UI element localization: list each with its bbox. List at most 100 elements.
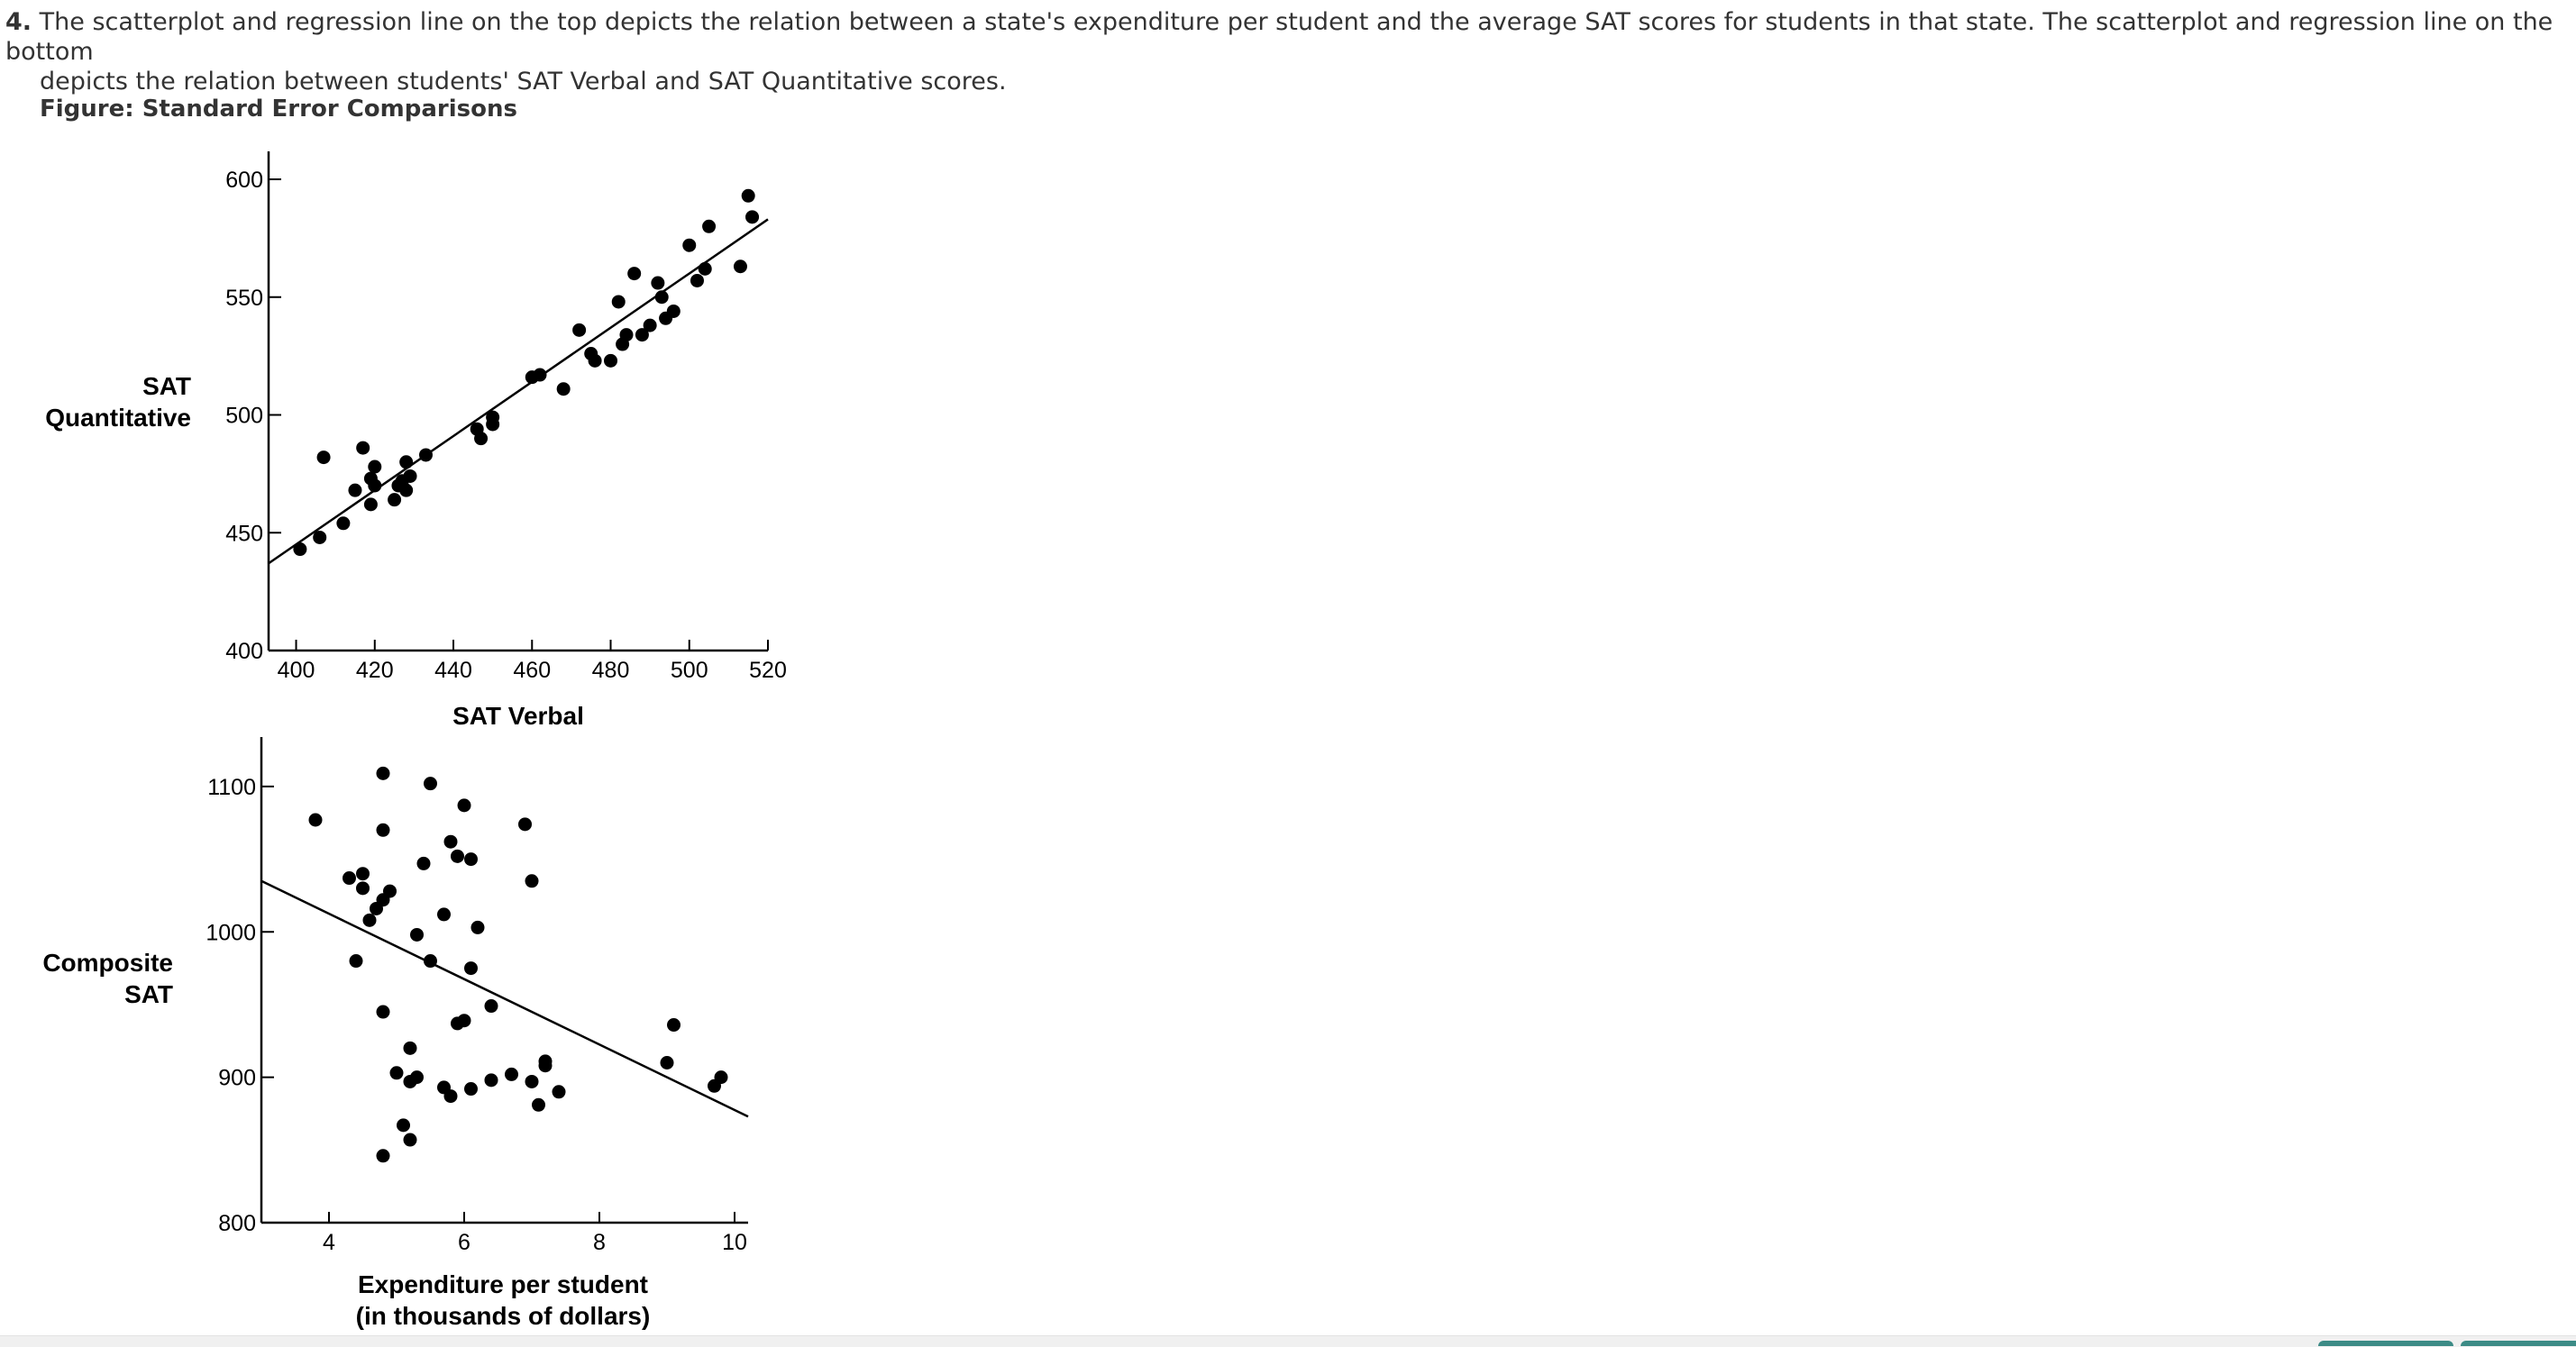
data-point: [349, 954, 363, 969]
data-point: [403, 1133, 417, 1147]
data-point: [666, 304, 681, 318]
regression-line: [260, 879, 749, 1118]
data-point: [604, 353, 618, 368]
data-point: [424, 777, 437, 791]
x-axis-label: Expenditure per student: [358, 1270, 648, 1298]
data-point: [356, 867, 370, 881]
data-point: [643, 318, 657, 332]
data-point: [538, 1059, 553, 1073]
data-point: [525, 1074, 539, 1088]
data-point: [313, 530, 327, 544]
y-tick-label: 600: [225, 168, 263, 193]
data-point: [714, 1070, 728, 1085]
data-point: [682, 238, 697, 252]
data-point: [410, 927, 424, 942]
data-point: [388, 493, 402, 507]
y-axis-label: Quantitative: [45, 404, 191, 432]
data-point: [651, 276, 665, 290]
data-point: [362, 913, 377, 927]
data-point: [464, 852, 478, 867]
data-point: [745, 210, 760, 224]
x-tick-label: 520: [749, 658, 787, 683]
question-line-2: depicts the relation between students' S…: [40, 68, 1007, 96]
data-point: [424, 954, 437, 969]
data-point: [416, 856, 431, 870]
data-point: [336, 516, 351, 531]
x-tick-label: 420: [356, 658, 394, 683]
data-point: [464, 961, 478, 976]
data-point: [368, 478, 382, 493]
x-tick-label: 500: [671, 658, 708, 683]
x-tick-label: 400: [278, 658, 315, 683]
data-point: [368, 460, 382, 474]
question-line-1: The scatterplot and regression line on t…: [5, 8, 2553, 66]
data-point: [443, 834, 458, 849]
data-point: [486, 410, 500, 424]
data-point: [619, 328, 634, 342]
x-tick-label: 10: [722, 1230, 747, 1255]
data-point: [635, 328, 649, 342]
y-axis-label: SAT: [124, 980, 173, 1008]
question-number: 4.: [5, 8, 32, 36]
data-point: [552, 1085, 566, 1099]
data-point: [690, 273, 704, 287]
data-point: [572, 323, 587, 337]
data-point: [389, 1066, 404, 1080]
data-point: [308, 813, 323, 827]
y-tick-label: 450: [225, 521, 263, 546]
data-point: [660, 1055, 674, 1069]
data-point: [518, 817, 532, 832]
y-tick-label: 550: [225, 286, 263, 311]
y-tick-label: 800: [218, 1211, 256, 1236]
data-point: [356, 441, 370, 455]
data-point: [397, 1118, 410, 1133]
data-point: [667, 1018, 681, 1033]
x-tick-label: 6: [458, 1230, 470, 1255]
data-point: [376, 1005, 390, 1019]
data-point: [293, 542, 307, 557]
data-point: [316, 451, 331, 465]
data-point: [525, 874, 539, 888]
data-point: [410, 1070, 424, 1085]
data-point: [627, 267, 642, 281]
data-point: [733, 259, 747, 274]
data-point: [403, 469, 417, 483]
y-tick-label: 900: [218, 1066, 256, 1091]
data-point: [376, 766, 390, 780]
data-point: [698, 261, 712, 276]
y-tick-label: 400: [225, 639, 263, 664]
y-tick-label: 1000: [206, 920, 256, 945]
data-point: [556, 382, 571, 396]
data-point: [399, 483, 414, 497]
data-point: [443, 1089, 458, 1104]
data-point: [348, 483, 362, 497]
data-point: [437, 907, 451, 922]
x-tick-label: 8: [593, 1230, 606, 1255]
footer-button-2[interactable]: [2461, 1341, 2576, 1346]
data-point: [376, 1149, 390, 1163]
data-point: [363, 497, 378, 512]
y-axis-label: Composite: [42, 949, 173, 977]
data-point: [588, 353, 602, 368]
data-point: [403, 1041, 417, 1055]
data-point: [505, 1067, 518, 1081]
figure-title: Figure: Standard Error Comparisons: [40, 96, 517, 123]
data-point: [343, 871, 356, 886]
data-point: [464, 1082, 478, 1097]
x-tick-label: 460: [513, 658, 551, 683]
regression-line: [268, 218, 769, 565]
footer-button-1[interactable]: [2318, 1341, 2453, 1346]
data-point: [376, 823, 390, 837]
data-point: [474, 432, 489, 446]
footer-bar: [0, 1335, 2576, 1347]
y-tick-label: 1100: [207, 775, 256, 800]
data-point: [399, 455, 414, 469]
data-point: [457, 798, 471, 813]
data-point: [383, 884, 397, 898]
data-point: [532, 1097, 545, 1112]
question-text: 4. The scatterplot and regression line o…: [5, 7, 2565, 96]
y-axis-label: SAT: [142, 372, 191, 400]
data-point: [356, 881, 370, 896]
